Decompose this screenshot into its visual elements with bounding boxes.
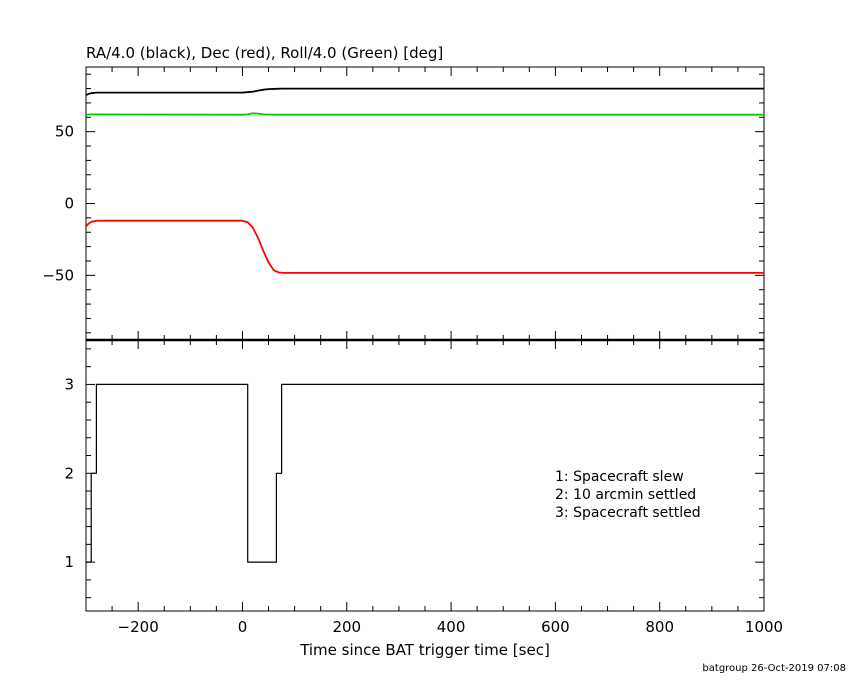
x-tick-label: 200 [332, 618, 361, 636]
y-tick-label: 0 [64, 195, 74, 213]
series-line [86, 383, 764, 563]
series-line [85, 112, 764, 116]
x-tick-label: 0 [238, 618, 248, 636]
y-tick-label: −50 [42, 266, 74, 284]
series-line [85, 87, 764, 96]
settle-status-panel: 1 2 3 −200 0 200 400 600 800 1000 [64, 338, 783, 636]
chart-title: RA/4.0 (black), Dec (red), Roll/4.0 (Gre… [86, 44, 443, 62]
legend-line-3: 3: Spacecraft settled [555, 505, 701, 521]
x-tick-label: 600 [541, 618, 570, 636]
y-tick-label: 1 [64, 553, 74, 571]
footer-stamp: batgroup 26-Oct-2019 07:08 [702, 663, 846, 674]
y-tick-label: 50 [55, 123, 74, 141]
x-tick-label: 400 [437, 618, 466, 636]
legend-line-2: 2: 10 arcmin settled [555, 487, 696, 503]
y-tick-label: 3 [64, 375, 74, 393]
x-tick-label: 1000 [745, 618, 783, 636]
legend-line-1: 1: Spacecraft slew [555, 469, 684, 485]
x-axis-label: Time since BAT trigger time [sec] [299, 641, 550, 659]
plot-frame [85, 66, 765, 341]
attitude-panel: 50 0 −50 [42, 66, 765, 341]
y-tick-label: 2 [64, 464, 74, 482]
x-tick-label: 800 [645, 618, 674, 636]
series-line [85, 219, 764, 274]
x-tick-label: −200 [118, 618, 159, 636]
